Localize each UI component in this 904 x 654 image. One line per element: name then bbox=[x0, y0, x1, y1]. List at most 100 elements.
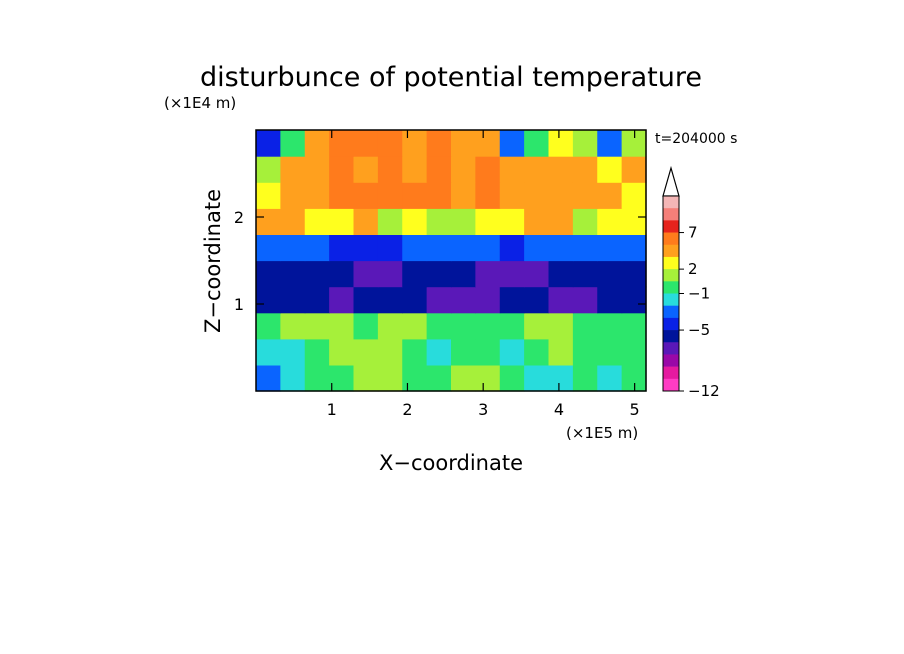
heatmap-cell bbox=[377, 312, 403, 340]
heatmap-cell bbox=[353, 234, 379, 262]
heatmap-cell bbox=[572, 208, 598, 235]
heatmap-cell bbox=[524, 364, 550, 392]
heatmap-cell bbox=[353, 208, 379, 235]
heatmap-cell bbox=[475, 260, 501, 288]
heatmap-cell bbox=[475, 208, 501, 235]
heatmap-cell bbox=[280, 312, 306, 340]
heatmap-cell bbox=[402, 312, 428, 340]
heatmap-cell bbox=[451, 156, 476, 183]
heatmap-cell bbox=[304, 182, 330, 209]
heatmap-cell bbox=[329, 286, 355, 314]
heatmap-cell bbox=[475, 286, 501, 314]
heatmap-cell bbox=[329, 182, 355, 209]
heatmap-cell bbox=[280, 286, 306, 314]
heatmap-cell bbox=[329, 364, 355, 392]
colorbar-swatch bbox=[663, 244, 679, 258]
heatmap-cell bbox=[475, 312, 501, 340]
heatmap-cell bbox=[524, 312, 550, 340]
heatmap-cell bbox=[256, 364, 281, 392]
chart-title: disturbunce of potential temperature bbox=[200, 62, 702, 93]
heatmap-cell bbox=[475, 364, 501, 392]
heatmap-cell bbox=[572, 182, 598, 209]
heatmap-cell bbox=[426, 234, 452, 262]
heatmap-cell bbox=[426, 312, 452, 340]
heatmap-cell bbox=[377, 156, 403, 183]
heatmap-cell bbox=[280, 364, 306, 392]
heatmap-cell bbox=[329, 312, 355, 340]
heatmap-cell bbox=[451, 234, 476, 262]
heatmap-cell bbox=[572, 234, 598, 262]
heatmap-cell bbox=[256, 286, 281, 314]
heatmap-cell bbox=[451, 208, 476, 235]
heatmap-cell bbox=[377, 364, 403, 392]
colorbar-swatch bbox=[663, 305, 679, 319]
heatmap-cell bbox=[280, 156, 306, 183]
heatmap-cell bbox=[280, 234, 306, 262]
x-axis-label: X−coordinate bbox=[379, 451, 523, 475]
heatmap-cell bbox=[280, 182, 306, 209]
colorbar-labels: 7 2 −1 −5 −12 bbox=[679, 224, 720, 400]
heatmap-cell bbox=[621, 338, 647, 366]
heatmap-cell bbox=[597, 312, 623, 340]
y-tick-label: 2 bbox=[234, 208, 244, 227]
heatmap-cell bbox=[597, 260, 623, 288]
heatmap-cell bbox=[426, 182, 452, 209]
heatmap-cell bbox=[597, 130, 623, 157]
heatmap-cell bbox=[256, 182, 281, 209]
heatmap-cell bbox=[353, 312, 379, 340]
x-tick-label: 5 bbox=[630, 400, 640, 419]
heatmap-cell bbox=[426, 130, 452, 157]
heatmap-cell bbox=[524, 286, 550, 314]
colorbar-label: 7 bbox=[688, 224, 698, 242]
heatmap-cell bbox=[597, 234, 623, 262]
y-axis-label: Z−coordinate bbox=[201, 189, 225, 333]
heatmap-cell bbox=[304, 130, 330, 157]
heatmap-cell bbox=[304, 234, 330, 262]
heatmap-cell bbox=[256, 208, 281, 235]
colorbar-swatch bbox=[663, 208, 679, 221]
heatmap-cell bbox=[451, 130, 476, 157]
colorbar-swatch bbox=[663, 293, 679, 306]
heatmap-cell bbox=[377, 338, 403, 366]
heatmap-cell bbox=[426, 338, 452, 366]
heatmap-cell bbox=[451, 364, 476, 392]
colorbar-swatch bbox=[663, 281, 679, 294]
heatmap-cell bbox=[377, 182, 403, 209]
heatmap-cell bbox=[572, 130, 598, 157]
colorbar-swatch bbox=[663, 220, 679, 233]
x-unit-label: (×1E5 m) bbox=[566, 424, 638, 442]
heatmap-cell bbox=[621, 182, 647, 209]
heatmap-cell bbox=[548, 312, 574, 340]
heatmap-cell bbox=[256, 260, 281, 288]
heatmap-cell bbox=[256, 338, 281, 366]
heatmap-cell bbox=[304, 208, 330, 235]
heatmap-cell bbox=[426, 364, 452, 392]
x-tick-label: 2 bbox=[402, 400, 412, 419]
heatmap-cell bbox=[304, 312, 330, 340]
colorbar-swatch bbox=[663, 317, 679, 331]
heatmap-cell bbox=[548, 364, 574, 392]
heatmap-cell bbox=[621, 312, 647, 340]
x-tick-label: 1 bbox=[327, 400, 337, 419]
heatmap-cell bbox=[548, 208, 574, 235]
heatmap-cell bbox=[377, 130, 403, 157]
heatmap-cell bbox=[304, 156, 330, 183]
heatmap-cell bbox=[597, 182, 623, 209]
heatmap-cell bbox=[329, 208, 355, 235]
heatmap-cell bbox=[329, 338, 355, 366]
colorbar-swatch bbox=[663, 366, 679, 380]
heatmap-cell bbox=[621, 286, 647, 314]
heatmap-cell bbox=[499, 156, 525, 183]
colorbar-arrow bbox=[662, 165, 680, 197]
x-tick-label: 3 bbox=[478, 400, 488, 419]
heatmap-cell bbox=[329, 260, 355, 288]
heatmap-cell bbox=[353, 182, 379, 209]
colorbar-swatch bbox=[663, 256, 679, 270]
heatmap-cell bbox=[304, 260, 330, 288]
y-axis: 12 bbox=[234, 208, 646, 314]
x-tick-label: 4 bbox=[554, 400, 564, 419]
heatmap-cell bbox=[256, 130, 281, 157]
x-axis: 1 2 3 4 5 bbox=[327, 130, 640, 419]
colorbar-swatch bbox=[663, 196, 679, 209]
heatmap-cell bbox=[597, 156, 623, 183]
